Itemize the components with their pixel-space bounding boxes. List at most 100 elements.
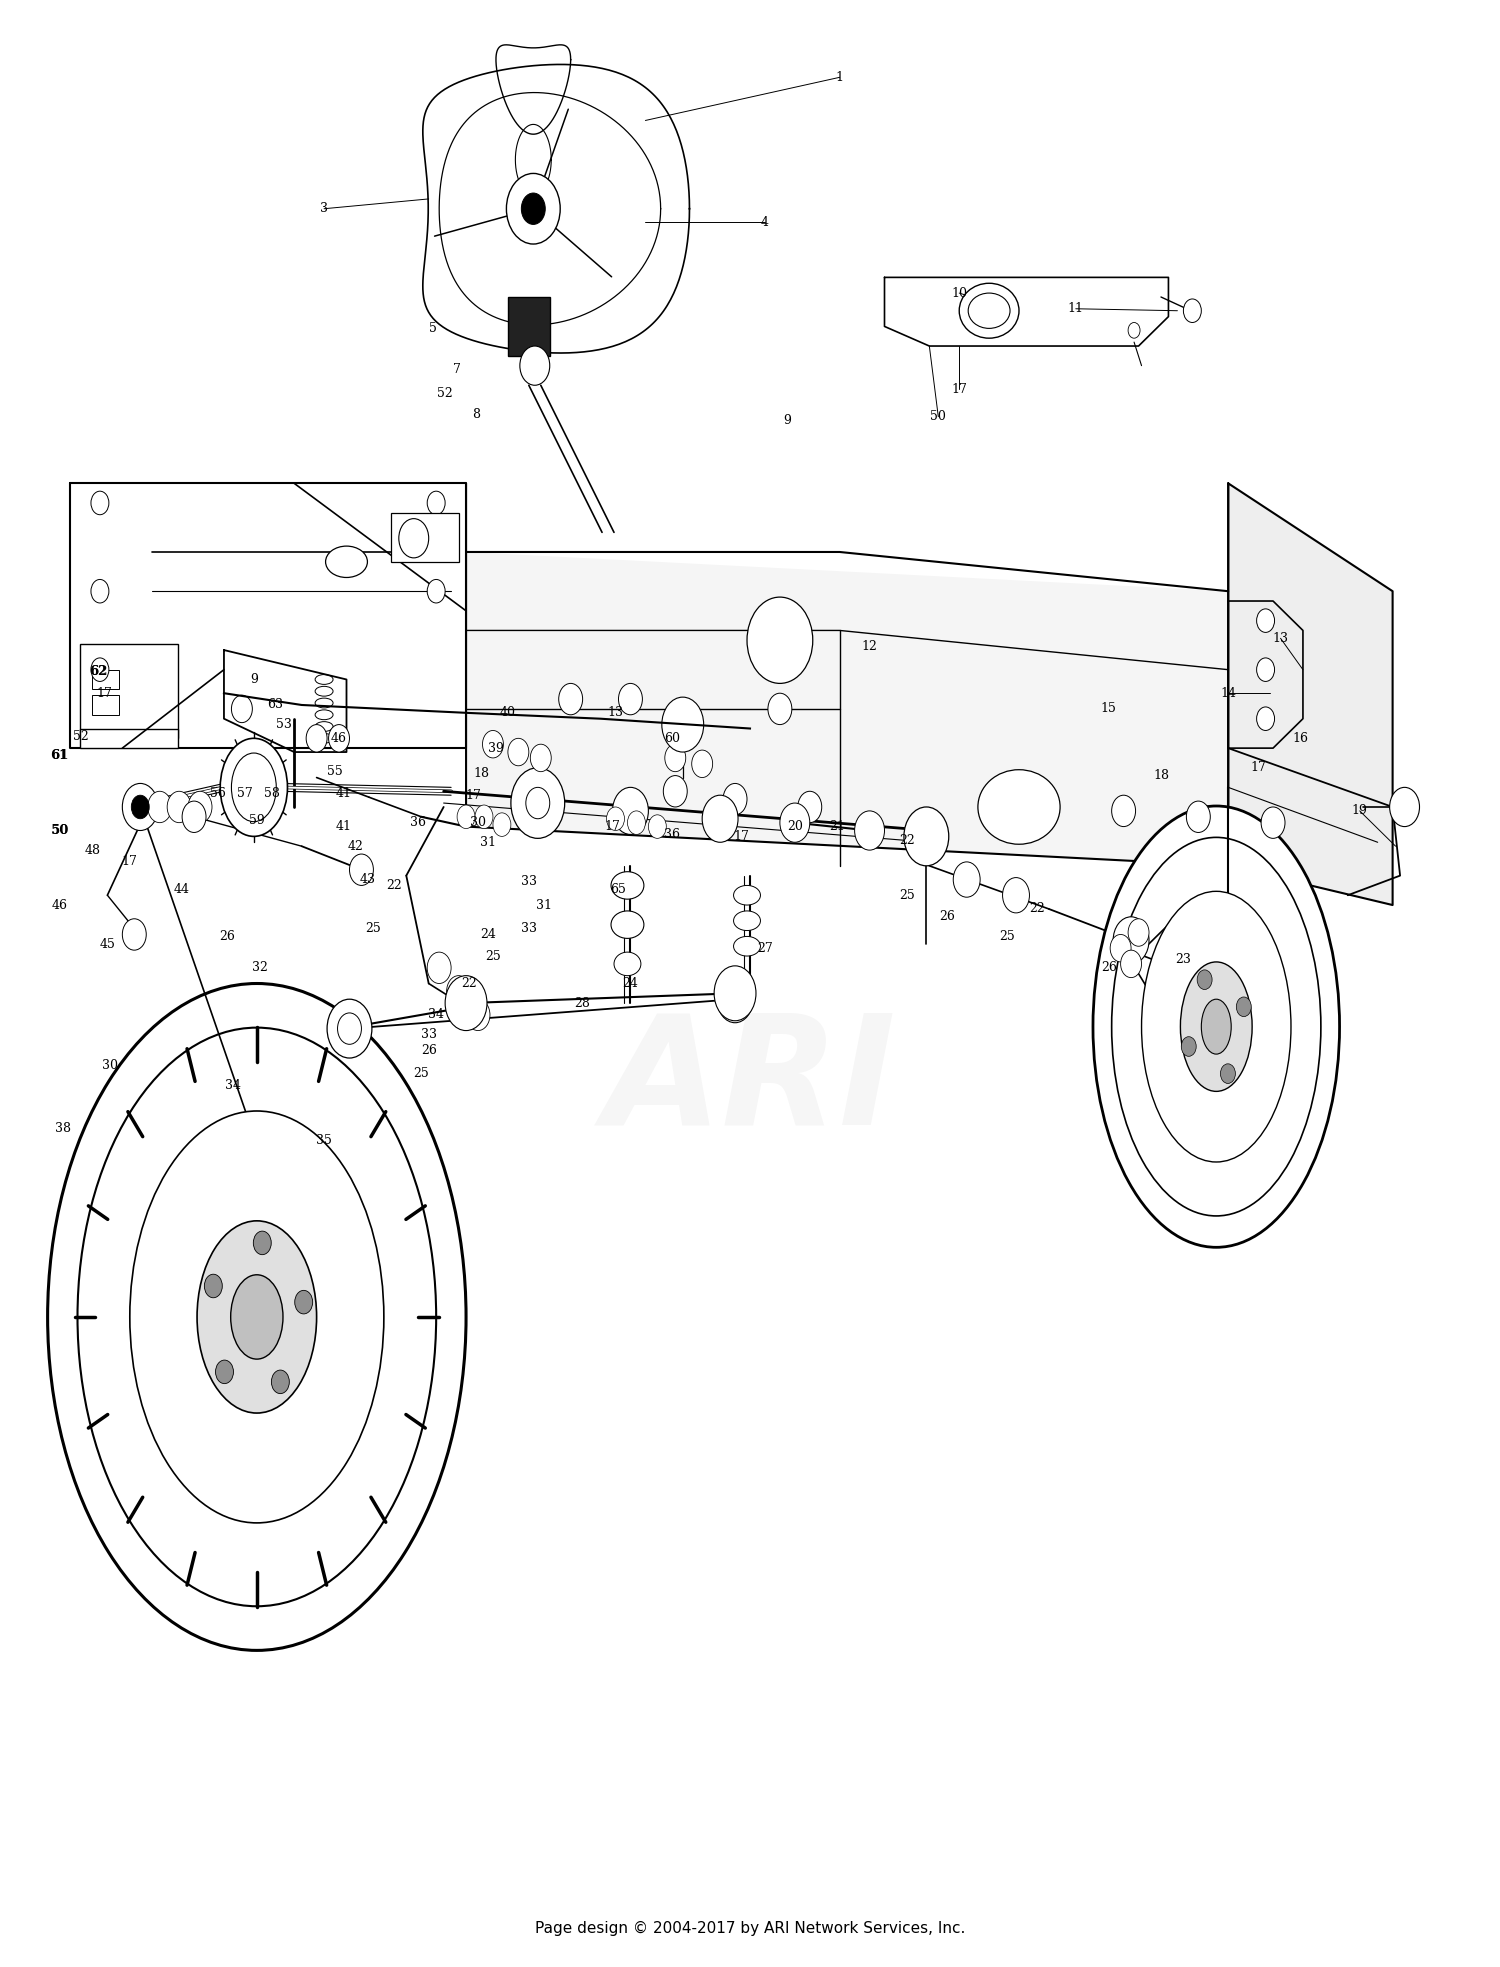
Circle shape xyxy=(350,854,374,885)
Circle shape xyxy=(204,1275,222,1298)
Text: 17: 17 xyxy=(604,820,621,834)
Text: 62: 62 xyxy=(90,665,106,679)
Circle shape xyxy=(494,812,512,836)
Ellipse shape xyxy=(48,984,467,1650)
Text: 25: 25 xyxy=(366,923,381,934)
Text: 25: 25 xyxy=(898,889,915,901)
Ellipse shape xyxy=(1180,962,1252,1092)
Circle shape xyxy=(294,1290,312,1314)
Circle shape xyxy=(1112,795,1136,826)
Circle shape xyxy=(1221,1064,1236,1084)
Circle shape xyxy=(427,492,445,515)
Text: 53: 53 xyxy=(276,718,291,732)
Text: 61: 61 xyxy=(51,749,68,763)
Text: 9: 9 xyxy=(251,673,258,686)
Circle shape xyxy=(328,724,350,751)
Text: 17: 17 xyxy=(465,789,482,803)
Circle shape xyxy=(1113,917,1149,964)
Circle shape xyxy=(798,791,822,822)
Text: 25: 25 xyxy=(484,950,501,962)
Circle shape xyxy=(447,976,471,1007)
Text: 46: 46 xyxy=(332,732,346,745)
Ellipse shape xyxy=(968,293,1010,328)
Circle shape xyxy=(1186,801,1210,832)
Text: 12: 12 xyxy=(861,639,877,653)
Text: 35: 35 xyxy=(316,1133,332,1147)
Text: 17: 17 xyxy=(96,686,112,700)
Circle shape xyxy=(1110,934,1131,962)
Circle shape xyxy=(216,1359,234,1383)
Circle shape xyxy=(520,346,549,386)
Circle shape xyxy=(188,791,211,822)
Text: 32: 32 xyxy=(252,962,268,974)
Text: 4: 4 xyxy=(760,216,770,228)
Ellipse shape xyxy=(231,753,276,822)
Text: 36: 36 xyxy=(410,816,426,830)
Text: 55: 55 xyxy=(327,765,342,779)
Text: 41: 41 xyxy=(336,787,351,801)
Circle shape xyxy=(618,683,642,714)
Text: 33: 33 xyxy=(420,1029,436,1041)
Text: 20: 20 xyxy=(788,820,802,834)
Text: 60: 60 xyxy=(664,732,681,745)
Text: 50: 50 xyxy=(51,824,68,838)
Text: 10: 10 xyxy=(951,287,968,299)
Circle shape xyxy=(166,791,190,822)
Circle shape xyxy=(780,803,810,842)
Circle shape xyxy=(526,787,549,818)
Circle shape xyxy=(446,976,488,1031)
Ellipse shape xyxy=(734,936,760,956)
Text: 22: 22 xyxy=(387,879,402,891)
Circle shape xyxy=(1197,970,1212,989)
Text: 31: 31 xyxy=(480,836,496,850)
Circle shape xyxy=(606,806,624,830)
Circle shape xyxy=(427,952,451,984)
Circle shape xyxy=(692,749,712,777)
Circle shape xyxy=(1257,610,1275,633)
Ellipse shape xyxy=(958,283,1018,338)
Circle shape xyxy=(327,999,372,1058)
Text: 62: 62 xyxy=(88,665,108,679)
Bar xyxy=(93,669,120,688)
Text: 27: 27 xyxy=(758,942,772,954)
Text: 59: 59 xyxy=(249,814,264,828)
Circle shape xyxy=(768,692,792,724)
Circle shape xyxy=(522,193,546,224)
Text: 63: 63 xyxy=(267,698,284,712)
Circle shape xyxy=(338,1013,362,1044)
Circle shape xyxy=(1257,657,1275,681)
Text: 8: 8 xyxy=(472,409,480,421)
Circle shape xyxy=(1257,706,1275,730)
Polygon shape xyxy=(466,553,1228,865)
Bar xyxy=(509,297,549,356)
Text: 52: 52 xyxy=(438,387,453,399)
Text: 26: 26 xyxy=(422,1044,436,1056)
Text: 26: 26 xyxy=(1101,962,1116,974)
Circle shape xyxy=(612,787,648,834)
Circle shape xyxy=(702,795,738,842)
Bar xyxy=(81,643,177,738)
Ellipse shape xyxy=(978,769,1060,844)
Ellipse shape xyxy=(231,1275,284,1359)
Text: 36: 36 xyxy=(664,828,681,842)
Text: 17: 17 xyxy=(951,384,968,395)
Ellipse shape xyxy=(78,1027,436,1607)
Circle shape xyxy=(132,795,148,818)
Circle shape xyxy=(399,519,429,559)
Text: 9: 9 xyxy=(783,415,792,427)
Circle shape xyxy=(1184,299,1202,323)
Circle shape xyxy=(182,801,206,832)
Text: 31: 31 xyxy=(536,899,552,911)
Text: 61: 61 xyxy=(51,749,69,763)
Circle shape xyxy=(466,999,490,1031)
Text: 45: 45 xyxy=(99,938,116,950)
Bar xyxy=(93,694,120,714)
Text: 30: 30 xyxy=(470,816,486,830)
Text: 22: 22 xyxy=(1029,903,1045,915)
Text: 57: 57 xyxy=(237,787,254,801)
Circle shape xyxy=(147,791,171,822)
Circle shape xyxy=(1120,950,1142,978)
Ellipse shape xyxy=(614,952,640,976)
Polygon shape xyxy=(1228,484,1392,905)
Text: 22: 22 xyxy=(898,834,915,848)
